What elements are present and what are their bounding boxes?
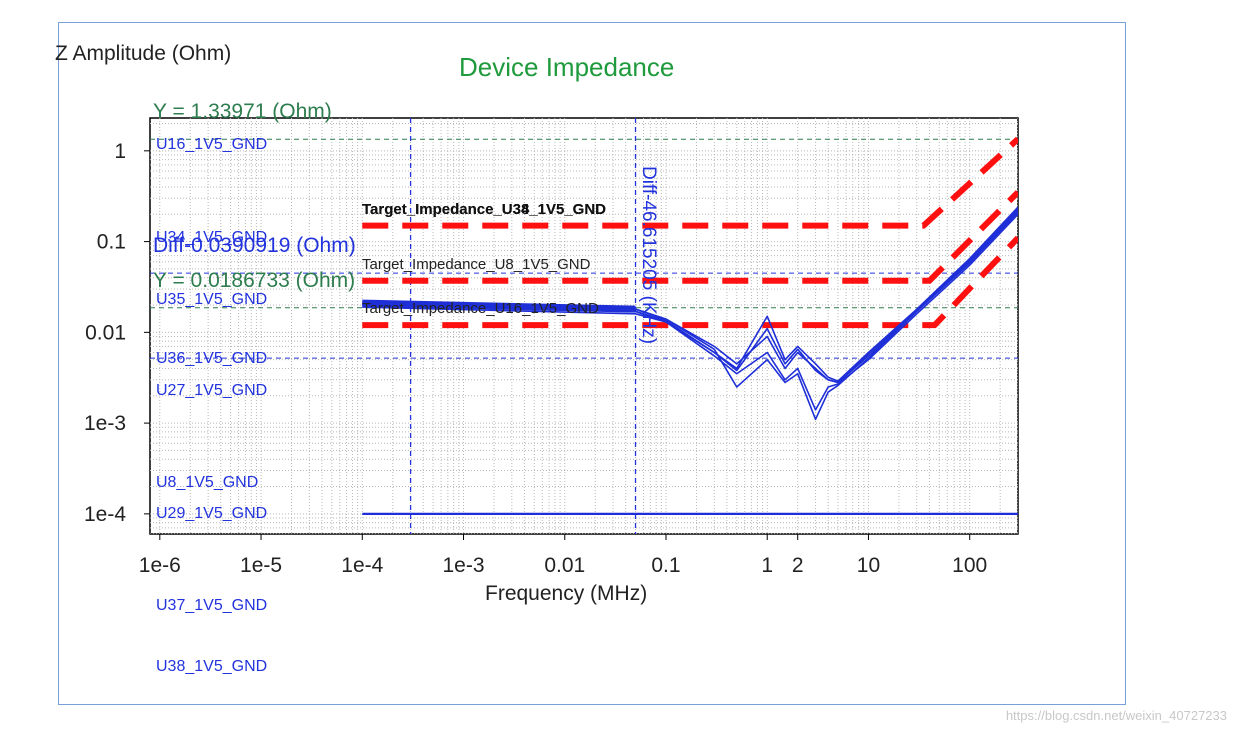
marker-diff-x-label: Diff-46.615205 (KHz) (638, 166, 659, 344)
legend-entry: U35_1V5_GND (156, 291, 267, 308)
y-axis-label: Z Amplitude (Ohm) (55, 42, 232, 65)
y-tick-label: 1e-3 (84, 412, 126, 435)
x-tick-label: 10 (857, 554, 880, 577)
x-tick-label: 0.01 (544, 554, 585, 577)
y-tick-label: 0.1 (97, 231, 126, 254)
marker-y-label-top: Y = 1.33971 (Ohm) (153, 100, 332, 123)
target-impedance-line (362, 235, 1018, 329)
x-tick-label: 0.1 (651, 554, 680, 577)
marker-diff-y-label: Diff-0.0390919 (Ohm) (153, 234, 356, 257)
x-tick-label: 100 (952, 554, 987, 577)
x-tick-label: 2 (792, 554, 804, 577)
target-label-u16: Target_Impedance_U16_1V5_GND (362, 300, 599, 317)
target-impedance-line (362, 190, 1018, 284)
legend-entry: U36_1V5_GND (156, 350, 267, 367)
marker-y-label-bottom: Y = 0.0186733 (Ohm) (153, 269, 355, 292)
legend-entry: U37_1V5_GND (156, 597, 267, 614)
series-line (362, 209, 1018, 384)
x-axis-label: Frequency (MHz) (485, 582, 648, 605)
target-impedance-line (362, 136, 1018, 229)
series-line (362, 208, 1018, 384)
chart-title: Device Impedance (459, 52, 675, 82)
series-line (362, 206, 1018, 382)
x-tick-label: 1e-5 (240, 554, 282, 577)
x-tick-label: 1e-3 (443, 554, 485, 577)
legend-entry: U8_1V5_GND (156, 474, 258, 491)
legend-entry: U29_1V5_GND (156, 505, 267, 522)
chart-frame (58, 22, 1126, 705)
target-label-u38: Target_Impedance_U38_1V5_GND (362, 201, 606, 218)
legend-entry: U34_1V5_GND (156, 229, 267, 246)
y-tick-label: 1e-4 (84, 503, 126, 526)
series-line (362, 213, 1018, 411)
series-line-bundle (362, 299, 636, 313)
x-tick-label: 1e-6 (139, 554, 181, 577)
legend-entry: U16_1V5_GND (156, 136, 267, 153)
legend-entry: U27_1V5_GND (156, 382, 267, 399)
x-tick-label: 1 (761, 554, 773, 577)
target-label-u8: Target_Impedance_U8_1V5_GND (362, 256, 591, 273)
watermark-text: https://blog.csdn.net/weixin_40727233 (1005, 708, 1227, 723)
y-tick-label: 1 (114, 140, 126, 163)
y-tick-label: 0.01 (85, 321, 126, 344)
series-line (362, 211, 1018, 421)
target-label-overlap: Target_Impedance_U34_1V5_GND (362, 201, 606, 218)
legend-entry: U38_1V5_GND (156, 658, 267, 675)
x-tick-label: 1e-4 (341, 554, 383, 577)
